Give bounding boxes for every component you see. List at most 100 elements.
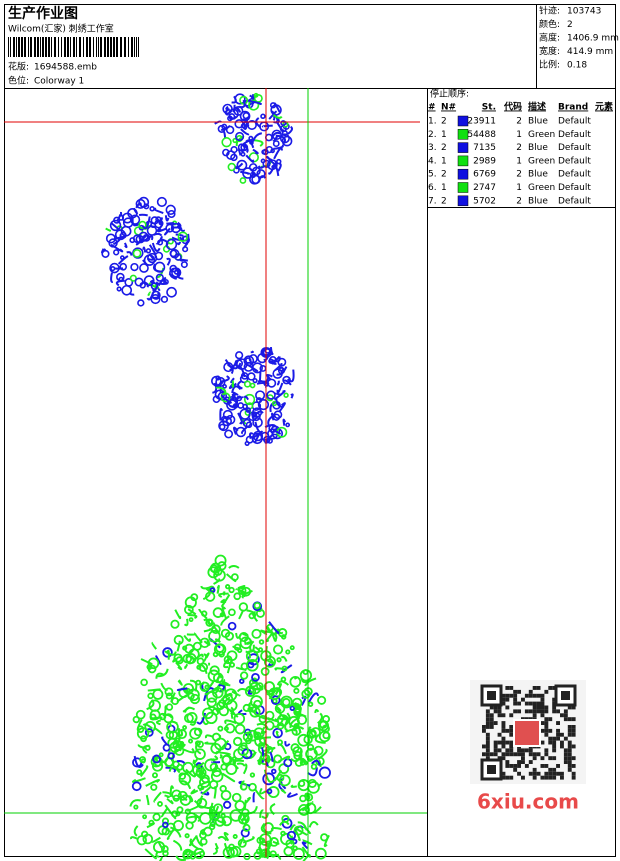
motif-dot bbox=[165, 703, 174, 711]
qr-module bbox=[501, 721, 506, 725]
motif-curl bbox=[280, 788, 287, 795]
qr-module bbox=[567, 764, 572, 768]
motif-curl bbox=[133, 825, 139, 837]
motif-dot bbox=[184, 596, 197, 609]
motif-curl bbox=[236, 688, 250, 693]
motif-dot bbox=[248, 99, 260, 111]
qr-module bbox=[540, 728, 545, 733]
motif-dot bbox=[252, 430, 264, 442]
motif-curl bbox=[261, 124, 273, 128]
motif-dot bbox=[293, 825, 304, 836]
motif-curl bbox=[153, 791, 162, 803]
motif-dot bbox=[259, 837, 266, 844]
qr-module bbox=[560, 771, 564, 776]
motif-curl bbox=[280, 655, 288, 662]
motif-dot bbox=[249, 382, 256, 389]
motif-curl bbox=[185, 768, 197, 778]
bar-line bbox=[30, 37, 32, 57]
qr-module bbox=[505, 740, 510, 745]
qr-module bbox=[493, 709, 498, 714]
motif-curl bbox=[254, 788, 265, 800]
motif-dot bbox=[195, 769, 204, 777]
qr-module bbox=[485, 709, 490, 714]
motif-curl bbox=[212, 382, 218, 394]
motif-dot bbox=[251, 672, 260, 682]
qr-module bbox=[540, 701, 545, 706]
motif-dot bbox=[209, 564, 219, 573]
motif-curl bbox=[153, 232, 163, 237]
motif-curl bbox=[110, 272, 113, 284]
motif-curl bbox=[201, 786, 211, 795]
motif-curl bbox=[178, 258, 189, 262]
motif-curl bbox=[256, 381, 270, 388]
motif-dot bbox=[239, 374, 249, 384]
motif-dot bbox=[142, 833, 154, 845]
row-seq: 3. bbox=[428, 143, 437, 153]
motif-curl bbox=[323, 834, 330, 848]
motif-curl bbox=[274, 683, 282, 696]
motif-curl bbox=[187, 614, 198, 619]
motif-curl bbox=[220, 692, 233, 701]
bar-line bbox=[13, 37, 15, 57]
motif-dot bbox=[253, 699, 262, 709]
motif-dot bbox=[224, 688, 238, 702]
qr-module bbox=[560, 740, 564, 745]
motif-dot bbox=[219, 423, 226, 431]
motif-dot bbox=[184, 643, 195, 654]
motif-curl bbox=[232, 104, 236, 113]
motif-dot bbox=[248, 163, 258, 172]
color-swatch bbox=[457, 168, 469, 180]
motif-curl bbox=[231, 380, 235, 388]
qr-module bbox=[540, 713, 545, 718]
motif-curl bbox=[204, 688, 220, 696]
motif-dot bbox=[233, 712, 246, 725]
qr-module bbox=[571, 756, 576, 761]
motif-curl bbox=[289, 716, 301, 729]
motif-dot bbox=[166, 286, 177, 298]
motif-dot bbox=[169, 249, 178, 258]
motif-dot bbox=[150, 282, 159, 290]
qr-module bbox=[521, 748, 525, 753]
row-description: Blue bbox=[528, 143, 548, 153]
row-stitches: 54488 bbox=[467, 130, 496, 140]
motif-dot bbox=[273, 644, 284, 655]
motif-curl bbox=[219, 754, 223, 759]
row-brand: Default bbox=[558, 196, 591, 206]
qr-module bbox=[571, 775, 576, 780]
motif-dot bbox=[162, 743, 171, 752]
bar-line bbox=[40, 37, 41, 57]
qr-module bbox=[536, 701, 541, 706]
motif-curl bbox=[205, 652, 210, 659]
motif-dot bbox=[279, 133, 290, 144]
motif-curl bbox=[195, 653, 204, 660]
qr-module bbox=[567, 740, 572, 745]
motif-curl bbox=[183, 634, 192, 642]
qr-module bbox=[493, 752, 498, 757]
row-seq: 1. bbox=[428, 117, 437, 127]
motif-curl bbox=[268, 621, 280, 635]
motif-dot bbox=[139, 263, 149, 273]
barcode bbox=[8, 37, 139, 57]
motif-curl bbox=[145, 794, 150, 806]
qr-module bbox=[528, 748, 533, 753]
qr-module bbox=[563, 736, 568, 741]
stat-value: 0.18 bbox=[567, 61, 587, 71]
motif-curl bbox=[223, 696, 231, 705]
qr-module bbox=[513, 693, 518, 698]
bar-line bbox=[116, 37, 118, 57]
motif-curl bbox=[164, 804, 177, 820]
bar-line bbox=[67, 37, 69, 57]
motif-curl bbox=[269, 751, 274, 762]
motif-curl bbox=[142, 259, 149, 267]
motif-dot bbox=[317, 720, 330, 732]
row-code: 1 bbox=[516, 130, 522, 140]
column-header: Brand bbox=[558, 103, 588, 113]
qr-module bbox=[505, 764, 510, 768]
qr-module bbox=[497, 732, 502, 737]
row-needle: 2 bbox=[441, 143, 447, 153]
motif-dot bbox=[286, 830, 297, 841]
motif-curl bbox=[287, 791, 298, 798]
motif-curl bbox=[198, 795, 204, 804]
motif-curl bbox=[114, 267, 124, 270]
